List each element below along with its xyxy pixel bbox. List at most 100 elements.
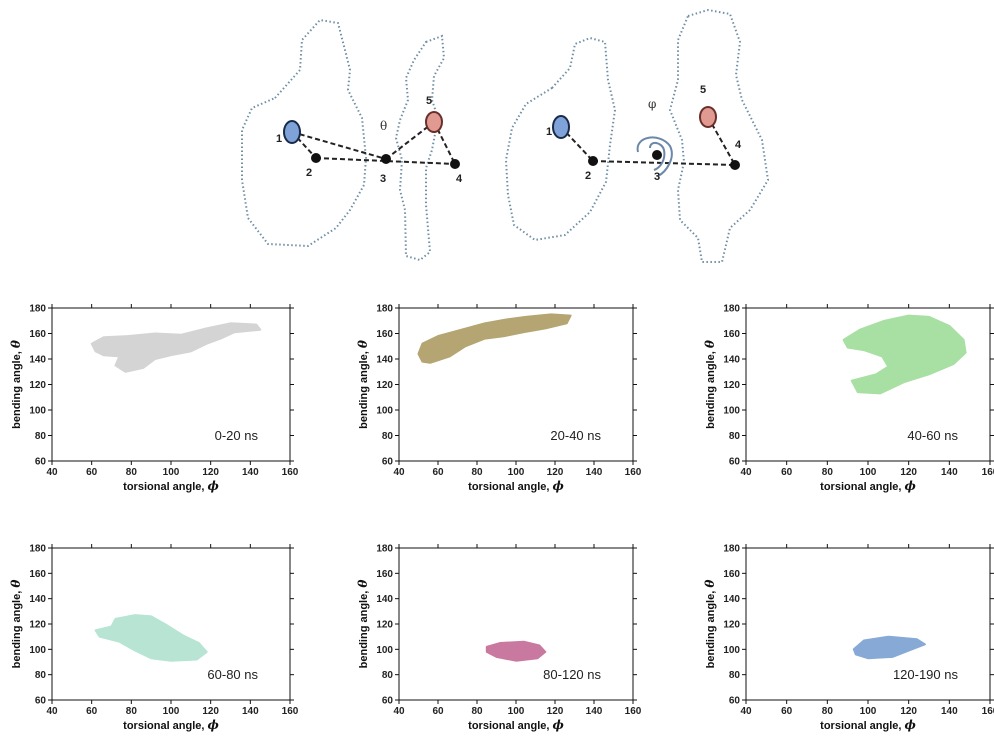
x-tick-label: 160 (625, 706, 642, 717)
y-tick-label: 80 (35, 431, 47, 442)
site-label-4-right: 4 (735, 139, 742, 151)
y-tick-label: 140 (29, 355, 46, 366)
x-tick-label: 40 (740, 467, 752, 478)
site-1-left (283, 120, 301, 144)
y-axis-label: bending angle, θ (9, 580, 23, 669)
y-tick-label: 180 (376, 544, 393, 555)
y-tick-label: 60 (35, 457, 47, 468)
x-tick-label: 160 (282, 467, 299, 478)
time-window-label: 40-60 ns (907, 428, 958, 443)
y-tick-label: 140 (723, 594, 740, 605)
plot-frame (51, 307, 291, 462)
site-label-5-right: 5 (700, 84, 706, 96)
torsion-arrow-icon (636, 136, 673, 177)
site-4-left (450, 159, 460, 169)
x-tick-label: 160 (982, 467, 994, 478)
y-tick-label: 100 (376, 406, 393, 417)
site-3-left (381, 154, 391, 164)
site-5-right (699, 106, 717, 128)
x-tick-label: 40 (740, 706, 752, 717)
x-tick-label: 100 (163, 467, 180, 478)
x-tick-label: 40 (46, 467, 58, 478)
x-axis-label: torsional angle, ϕ (123, 718, 219, 732)
x-tick-label: 140 (941, 467, 958, 478)
x-tick-label: 140 (586, 706, 603, 717)
x-tick-label: 120 (900, 467, 917, 478)
x-tick-label: 80 (822, 467, 834, 478)
x-tick-label: 60 (86, 467, 98, 478)
y-tick-label: 100 (723, 645, 740, 656)
data-region (852, 635, 926, 660)
domain-outline-right-b (668, 8, 770, 263)
x-tick-label: 140 (941, 706, 958, 717)
y-tick-label: 180 (723, 304, 740, 315)
time-window-label: 60-80 ns (207, 667, 258, 682)
y-axis-label: bending angle, θ (356, 580, 370, 669)
x-tick-label: 60 (432, 706, 444, 717)
data-region (94, 614, 208, 662)
x-axis-label: torsional angle, ϕ (820, 479, 916, 493)
x-tick-label: 60 (781, 467, 793, 478)
y-tick-label: 120 (376, 380, 393, 391)
x-tick-label: 60 (86, 706, 98, 717)
y-tick-label: 60 (35, 696, 47, 707)
x-tick-label: 40 (393, 706, 405, 717)
x-tick-label: 160 (282, 706, 299, 717)
y-tick-label: 120 (29, 620, 46, 631)
time-window-label: 0-20 ns (215, 428, 259, 443)
plot-frame (745, 547, 991, 701)
site-label-1-right: 1 (546, 126, 552, 138)
x-tick-label: 80 (126, 467, 138, 478)
x-tick-label: 100 (508, 467, 525, 478)
y-tick-label: 140 (723, 355, 740, 366)
x-axis-label: torsional angle, ϕ (820, 718, 916, 732)
time-window-label: 80-120 ns (543, 667, 601, 682)
chart-4: 40 60 80 100 120 140 1606080100120140160180tor… (9, 544, 299, 733)
chart-1: 40 60 80 100 120 140 1606080100120140160180tor… (9, 304, 299, 494)
y-tick-label: 140 (29, 594, 46, 605)
x-tick-label: 80 (822, 706, 834, 717)
y-tick-label: 80 (729, 670, 741, 681)
y-tick-label: 160 (29, 569, 46, 580)
x-tick-label: 80 (471, 706, 483, 717)
x-tick-label: 140 (586, 467, 603, 478)
x-tick-label: 160 (982, 706, 994, 717)
plot-frame (398, 307, 634, 462)
y-tick-label: 80 (382, 670, 394, 681)
site-label-4-left: 4 (456, 173, 463, 185)
y-tick-label: 60 (382, 457, 394, 468)
chart-3: 4060801001201401606080100120140160180tor… (703, 304, 994, 493)
x-tick-label: 160 (625, 467, 642, 478)
y-axis-label: bending angle, θ (9, 340, 23, 429)
site-5-left (425, 111, 443, 133)
y-tick-label: 80 (35, 670, 47, 681)
y-tick-label: 120 (723, 620, 740, 631)
theta-symbol: θ (380, 119, 387, 133)
y-tick-label: 100 (29, 645, 46, 656)
y-tick-label: 60 (729, 457, 741, 468)
time-window-label: 120-190 ns (893, 667, 959, 682)
y-tick-label: 160 (376, 569, 393, 580)
x-tick-label: 140 (242, 706, 259, 717)
domain-outline-right-a (504, 36, 617, 242)
x-tick-label: 100 (860, 706, 877, 717)
x-axis-label: torsional angle, ϕ (123, 479, 219, 493)
y-tick-label: 160 (723, 569, 740, 580)
time-window-label: 20-40 ns (550, 428, 601, 443)
plot-frame (745, 307, 991, 462)
x-tick-label: 60 (432, 467, 444, 478)
y-tick-label: 120 (376, 620, 393, 631)
y-axis-label: bending angle, θ (703, 580, 717, 669)
x-tick-label: 120 (900, 706, 917, 717)
site-label-5-left: 5 (426, 95, 432, 107)
y-tick-label: 160 (376, 329, 393, 340)
y-tick-label: 100 (29, 406, 46, 417)
x-tick-label: 140 (242, 467, 259, 478)
x-tick-label: 40 (393, 467, 405, 478)
x-tick-label: 60 (781, 706, 793, 717)
y-tick-label: 160 (723, 329, 740, 340)
site-3-right (652, 150, 662, 160)
y-tick-label: 60 (382, 696, 394, 707)
y-tick-label: 140 (376, 355, 393, 366)
x-tick-label: 100 (163, 706, 180, 717)
